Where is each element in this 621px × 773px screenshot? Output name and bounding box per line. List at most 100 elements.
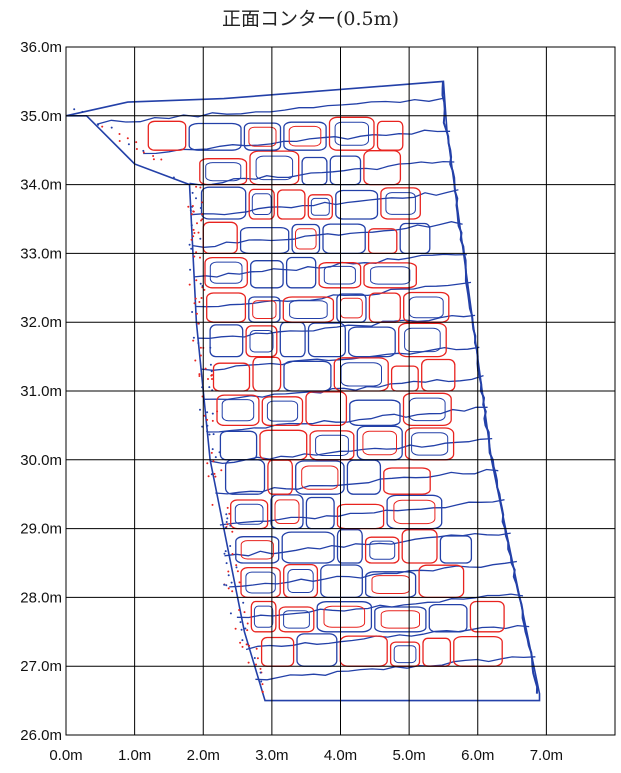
point-marker (225, 562, 228, 565)
x-tick-label: 3.0m (255, 747, 288, 764)
point-marker (225, 521, 228, 523)
stone-contour (283, 121, 327, 151)
point-marker (208, 433, 211, 436)
stone-contour (320, 564, 363, 599)
stone-contour (261, 396, 304, 427)
stone-contour (380, 187, 421, 220)
point-marker (191, 205, 194, 207)
point-marker (198, 373, 201, 376)
point-marker (227, 587, 230, 590)
point-marker (231, 530, 234, 533)
point-marker (196, 222, 198, 225)
stone-contour (307, 322, 346, 358)
stone-contour-inner (240, 540, 274, 560)
point-marker (193, 302, 196, 305)
stone-contour-inner (371, 575, 410, 594)
point-marker (209, 346, 212, 349)
contour-line-blue (229, 560, 517, 588)
stone-contour-inner (253, 605, 274, 628)
stone-contour (305, 496, 335, 530)
stone-contour-inner (393, 645, 417, 664)
point-marker (199, 354, 202, 357)
chart-title: 正面コンター(0.5m) (221, 8, 400, 30)
point-marker (199, 186, 202, 189)
stone-contour-inner (255, 155, 294, 181)
stone-contour (376, 120, 404, 151)
point-marker (190, 224, 193, 227)
stone-contour (316, 601, 373, 633)
point-marker (201, 201, 204, 204)
point-marker (201, 213, 204, 216)
point-marker (212, 433, 215, 436)
point-marker (211, 448, 214, 451)
point-marker (227, 574, 230, 577)
stone-contour (250, 600, 277, 633)
stone-contour-inner (408, 296, 444, 319)
point-marker (193, 232, 196, 234)
x-tick-label: 4.0m (324, 747, 357, 764)
point-marker (160, 158, 163, 161)
point-marker (246, 629, 249, 632)
y-tick-label: 27.0m (20, 658, 62, 675)
stone-contour-inner (323, 605, 366, 628)
point-marker (187, 205, 190, 208)
point-marker (195, 197, 197, 200)
point-marker (247, 661, 250, 664)
stone-contour-inner (251, 193, 272, 216)
point-marker (195, 185, 198, 188)
point-marker (238, 581, 241, 584)
stone-contour (390, 365, 419, 392)
point-marker (216, 410, 219, 413)
grid-lines (65, 46, 616, 736)
point-marker (223, 552, 226, 555)
stone-contour (283, 360, 332, 392)
stone-contour-inner (266, 400, 299, 422)
point-marker (230, 581, 233, 584)
contour-line-blue (96, 97, 444, 125)
stone-contour (398, 322, 447, 358)
stone-contour (224, 459, 266, 495)
stone-contour-inner (234, 503, 264, 525)
point-marker (199, 237, 202, 240)
contour-line-blue (204, 374, 484, 401)
stone-contour-inner (209, 261, 243, 284)
point-marker (226, 517, 229, 520)
stone-contour (235, 536, 280, 564)
point-marker (244, 627, 247, 630)
point-marker (198, 375, 201, 377)
stone-contour (206, 292, 247, 323)
point-marker (126, 137, 129, 140)
point-marker (238, 609, 241, 611)
point-marker (203, 414, 206, 417)
axis-labels: 0.0m 1.0m 2.0m 3.0m 4.0m 5.0m 6.0m 7.0m 36.0m 35.… (20, 39, 563, 764)
point-marker (212, 460, 215, 463)
point-marker (192, 235, 195, 238)
stone-contour (219, 430, 258, 461)
stone-contour (336, 529, 363, 564)
y-tick-label: 34.0m (20, 177, 62, 194)
stone-contour (318, 262, 362, 289)
point-marker (211, 503, 214, 506)
point-marker (206, 418, 209, 421)
point-marker (192, 339, 195, 342)
y-tick-label: 31.0m (20, 383, 62, 400)
contour-line-blue (195, 281, 472, 308)
stone-contour-inner (380, 610, 421, 629)
point-marker (259, 667, 262, 670)
point-marker (206, 424, 209, 427)
point-marker (241, 645, 244, 648)
stone-contour (279, 321, 306, 358)
stone-contour (364, 536, 400, 564)
point-marker (211, 378, 213, 380)
point-marker (241, 639, 244, 642)
stone-contour-inner (221, 399, 255, 422)
stone-contour-inner (289, 300, 328, 319)
stone-contour-inner (274, 499, 300, 524)
stone-contour (245, 325, 278, 358)
y-tick-label: 30.0m (20, 452, 62, 469)
stone-contour (188, 122, 242, 151)
stone-contour (278, 606, 315, 633)
stone-contour (402, 392, 452, 427)
stone-contour (147, 120, 187, 151)
